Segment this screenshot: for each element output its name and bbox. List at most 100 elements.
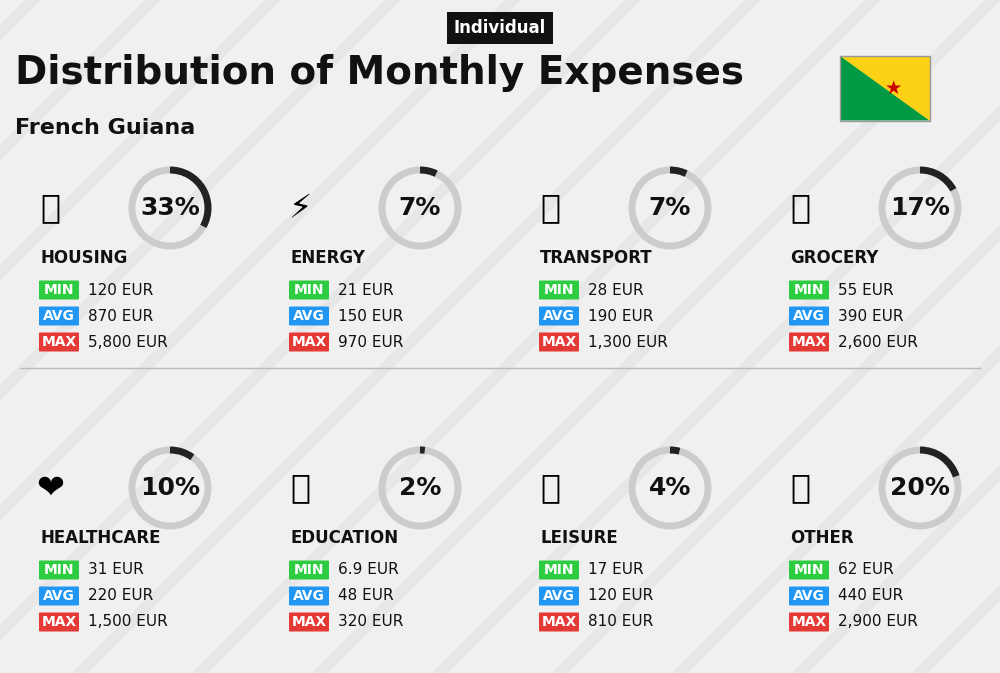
Text: MAX: MAX <box>791 335 827 349</box>
FancyBboxPatch shape <box>289 306 329 326</box>
FancyBboxPatch shape <box>789 332 829 351</box>
Text: MAX: MAX <box>791 615 827 629</box>
Text: 🚌: 🚌 <box>540 192 560 225</box>
Text: AVG: AVG <box>43 309 75 323</box>
FancyBboxPatch shape <box>789 612 829 631</box>
Text: 190 EUR: 190 EUR <box>588 308 653 324</box>
Text: GROCERY: GROCERY <box>790 249 878 267</box>
FancyBboxPatch shape <box>289 332 329 351</box>
Text: HEALTHCARE: HEALTHCARE <box>40 529 160 547</box>
FancyBboxPatch shape <box>39 306 79 326</box>
Text: 21 EUR: 21 EUR <box>338 283 394 297</box>
Text: 2%: 2% <box>399 476 441 500</box>
Text: MIN: MIN <box>294 283 324 297</box>
FancyBboxPatch shape <box>289 561 329 579</box>
Text: MIN: MIN <box>794 563 824 577</box>
FancyBboxPatch shape <box>39 586 79 606</box>
FancyBboxPatch shape <box>289 281 329 299</box>
Text: AVG: AVG <box>543 589 575 603</box>
Text: AVG: AVG <box>43 589 75 603</box>
FancyBboxPatch shape <box>539 306 579 326</box>
Text: 55 EUR: 55 EUR <box>838 283 894 297</box>
Text: MAX: MAX <box>541 615 577 629</box>
Text: 150 EUR: 150 EUR <box>338 308 403 324</box>
Text: ENERGY: ENERGY <box>290 249 365 267</box>
FancyBboxPatch shape <box>539 332 579 351</box>
Text: 6.9 EUR: 6.9 EUR <box>338 563 399 577</box>
Text: MAX: MAX <box>291 335 327 349</box>
Text: 48 EUR: 48 EUR <box>338 588 394 604</box>
FancyBboxPatch shape <box>39 612 79 631</box>
FancyBboxPatch shape <box>789 561 829 579</box>
FancyBboxPatch shape <box>289 586 329 606</box>
Text: 7%: 7% <box>649 196 691 220</box>
Text: 17%: 17% <box>890 196 950 220</box>
Text: AVG: AVG <box>793 309 825 323</box>
FancyBboxPatch shape <box>539 561 579 579</box>
Text: TRANSPORT: TRANSPORT <box>540 249 653 267</box>
Text: 10%: 10% <box>140 476 200 500</box>
Text: 🎓: 🎓 <box>290 472 310 505</box>
Text: 31 EUR: 31 EUR <box>88 563 144 577</box>
Text: AVG: AVG <box>543 309 575 323</box>
Text: MIN: MIN <box>794 283 824 297</box>
Polygon shape <box>840 55 930 120</box>
Text: MAX: MAX <box>41 615 77 629</box>
Text: 4%: 4% <box>649 476 691 500</box>
Text: 62 EUR: 62 EUR <box>838 563 894 577</box>
FancyBboxPatch shape <box>789 306 829 326</box>
Text: Distribution of Monthly Expenses: Distribution of Monthly Expenses <box>15 54 744 92</box>
Text: ⚡: ⚡ <box>288 192 312 225</box>
Text: HOUSING: HOUSING <box>40 249 127 267</box>
FancyBboxPatch shape <box>289 612 329 631</box>
Text: 390 EUR: 390 EUR <box>838 308 904 324</box>
Text: MIN: MIN <box>44 563 74 577</box>
Text: AVG: AVG <box>293 589 325 603</box>
Text: 🛒: 🛒 <box>790 192 810 225</box>
Text: 1,500 EUR: 1,500 EUR <box>88 614 168 629</box>
Text: AVG: AVG <box>793 589 825 603</box>
Text: 1,300 EUR: 1,300 EUR <box>588 334 668 349</box>
FancyBboxPatch shape <box>39 561 79 579</box>
Text: 120 EUR: 120 EUR <box>88 283 153 297</box>
Text: MAX: MAX <box>291 615 327 629</box>
Text: LEISURE: LEISURE <box>540 529 618 547</box>
Text: 20%: 20% <box>890 476 950 500</box>
Text: MIN: MIN <box>544 283 574 297</box>
Text: OTHER: OTHER <box>790 529 854 547</box>
Text: 💰: 💰 <box>790 472 810 505</box>
Text: Individual: Individual <box>454 19 546 37</box>
Text: MIN: MIN <box>44 283 74 297</box>
Polygon shape <box>840 55 930 120</box>
FancyBboxPatch shape <box>539 586 579 606</box>
Text: 7%: 7% <box>399 196 441 220</box>
FancyBboxPatch shape <box>539 612 579 631</box>
Text: 🛍: 🛍 <box>540 472 560 505</box>
Text: 810 EUR: 810 EUR <box>588 614 653 629</box>
Text: AVG: AVG <box>293 309 325 323</box>
Text: ❤: ❤ <box>36 472 64 505</box>
Text: MAX: MAX <box>541 335 577 349</box>
Text: 220 EUR: 220 EUR <box>88 588 153 604</box>
Text: ★: ★ <box>884 79 902 98</box>
Text: EDUCATION: EDUCATION <box>290 529 398 547</box>
Text: 2,600 EUR: 2,600 EUR <box>838 334 918 349</box>
FancyBboxPatch shape <box>789 586 829 606</box>
Text: 440 EUR: 440 EUR <box>838 588 903 604</box>
FancyBboxPatch shape <box>789 281 829 299</box>
Text: 870 EUR: 870 EUR <box>88 308 153 324</box>
Text: 320 EUR: 320 EUR <box>338 614 403 629</box>
Text: French Guiana: French Guiana <box>15 118 195 138</box>
Text: 28 EUR: 28 EUR <box>588 283 644 297</box>
Text: 120 EUR: 120 EUR <box>588 588 653 604</box>
Text: 🏢: 🏢 <box>40 192 60 225</box>
Text: MIN: MIN <box>544 563 574 577</box>
Text: 33%: 33% <box>140 196 200 220</box>
Text: 2,900 EUR: 2,900 EUR <box>838 614 918 629</box>
Text: 5,800 EUR: 5,800 EUR <box>88 334 168 349</box>
Text: 17 EUR: 17 EUR <box>588 563 644 577</box>
Text: MAX: MAX <box>41 335 77 349</box>
Text: MIN: MIN <box>294 563 324 577</box>
FancyBboxPatch shape <box>539 281 579 299</box>
Text: 970 EUR: 970 EUR <box>338 334 403 349</box>
